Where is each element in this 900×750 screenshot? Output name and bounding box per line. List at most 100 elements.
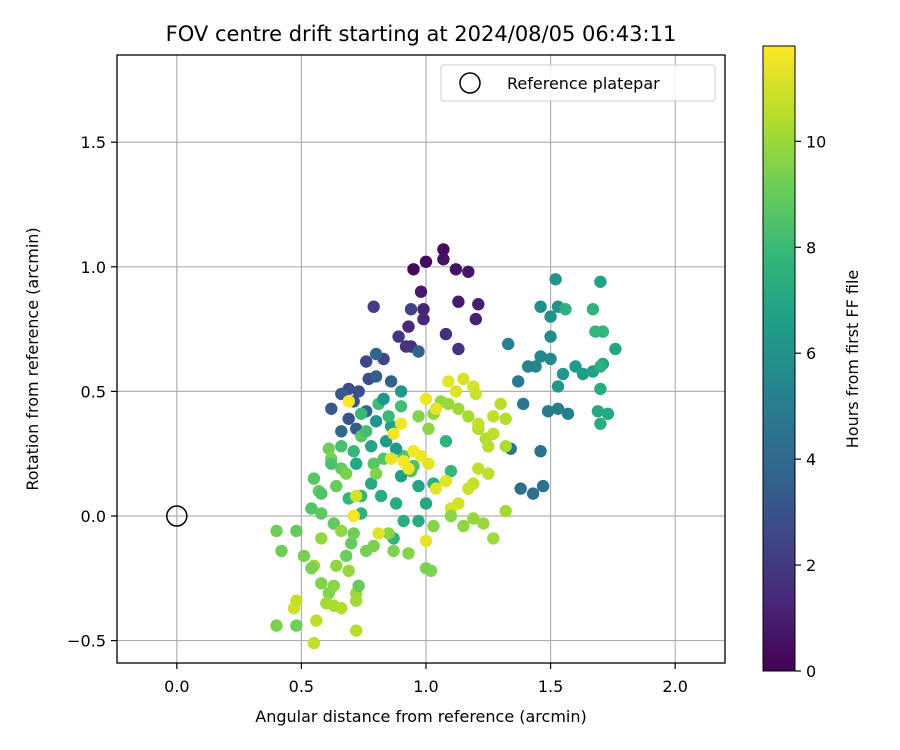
scatter-point: [392, 330, 405, 343]
scatter-point: [347, 509, 360, 523]
scatter-point: [315, 577, 328, 590]
scatter-point: [594, 417, 607, 430]
scatter-point: [305, 502, 318, 515]
scatter-point: [601, 407, 615, 420]
scatter-point: [427, 519, 440, 533]
scatter-point: [487, 410, 500, 423]
scatter-point: [449, 385, 463, 398]
scatter-point: [457, 519, 470, 533]
scatter-point: [270, 524, 283, 538]
scatter-point: [502, 337, 515, 351]
scatter-point: [526, 487, 540, 500]
legend-open-circle-marker: [459, 72, 481, 94]
plot-background: [117, 55, 725, 663]
colorbar-tick-label: 2: [806, 556, 816, 575]
scatter-point: [352, 385, 365, 398]
scatter-point: [594, 360, 607, 373]
scatter-point: [367, 539, 380, 553]
scatter-point: [355, 407, 368, 420]
chart-title: FOV centre drift starting at 2024/08/05 …: [166, 22, 677, 46]
colorbar-label: Hours from first FF file: [843, 270, 862, 449]
scatter-point: [417, 303, 430, 316]
scatter-point: [444, 509, 458, 523]
scatter-point: [325, 402, 338, 415]
scatter-point: [387, 544, 400, 558]
colorbar-tick-label: 6: [806, 344, 816, 363]
scatter-point: [591, 405, 605, 418]
y-axis-ticks: −0.5 0.0 0.5 1.0 1.5: [67, 133, 117, 651]
scatter-point: [404, 303, 418, 316]
x-axis-ticks: 0.0 0.5 1.0 1.5 2.0: [164, 663, 688, 696]
scatter-point: [369, 415, 383, 428]
scatter-point: [452, 402, 465, 415]
scatter-point: [290, 619, 303, 632]
scatter-point: [594, 382, 607, 396]
scatter-point: [439, 474, 453, 488]
scatter-point: [429, 402, 443, 415]
scatter-point: [437, 253, 450, 266]
scatter-point: [327, 579, 340, 592]
colorbar-tick-label: 4: [806, 450, 816, 469]
colorbar-tick-label: 8: [806, 238, 816, 257]
scatter-points: [270, 243, 622, 650]
scatter-point: [367, 300, 380, 313]
scatter-point: [389, 497, 403, 510]
scatter-point: [472, 298, 485, 311]
scatter-point: [290, 524, 303, 538]
scatter-point: [487, 427, 500, 440]
y-tick-label: 1.0: [81, 258, 106, 277]
scatter-point: [457, 372, 470, 386]
scatter-point: [397, 514, 410, 528]
scatter-point: [449, 263, 463, 276]
scatter-point: [422, 422, 435, 435]
scatter-point: [350, 457, 363, 470]
x-tick-label: 1.0: [413, 677, 438, 696]
scatter-point: [394, 400, 408, 413]
scatter-point: [569, 360, 582, 373]
legend: Reference platepar: [440, 64, 716, 102]
x-axis-label: Angular distance from reference (arcmin): [255, 707, 586, 726]
scatter-point: [494, 397, 507, 411]
x-tick-label: 1.5: [538, 677, 563, 696]
colorbar-ticks: 0 2 4 6 8 10: [795, 132, 826, 681]
scatter-point: [287, 602, 301, 615]
scatter-point: [394, 417, 408, 430]
scatter-point: [325, 457, 338, 470]
scatter-point: [499, 440, 512, 453]
scatter-point: [419, 497, 433, 510]
scatter-point: [340, 467, 353, 480]
scatter-point: [437, 243, 450, 256]
scatter-point: [551, 402, 565, 415]
scatter-point: [549, 273, 562, 286]
scatter-point: [350, 489, 363, 503]
scatter-point: [419, 562, 433, 575]
scatter-point: [412, 479, 425, 493]
scatter-point: [544, 310, 557, 323]
scatter-point: [561, 407, 575, 420]
scatter-point: [417, 312, 430, 326]
reference-platepar-marker: [166, 505, 188, 527]
scatter-point: [402, 547, 415, 560]
scatter-point: [541, 405, 555, 418]
scatter-point: [551, 380, 565, 393]
scatter-point: [345, 537, 358, 550]
scatter-point: [297, 549, 311, 563]
scatter-point: [389, 442, 403, 455]
scatter-point: [315, 507, 328, 520]
scatter-point: [374, 489, 388, 503]
scatter-point: [469, 387, 482, 401]
scatter-point: [594, 275, 607, 288]
scatter-point: [419, 534, 433, 548]
scatter-point: [315, 532, 328, 545]
scatter-point: [452, 342, 465, 356]
y-tick-label: 0.0: [81, 507, 106, 526]
y-tick-label: −0.5: [67, 632, 106, 651]
scatter-point: [342, 564, 355, 577]
scatter-point: [377, 392, 390, 406]
y-tick-label: 0.5: [81, 382, 106, 401]
scatter-point: [576, 367, 590, 381]
scatter-point: [414, 285, 428, 298]
scatter-point: [609, 342, 622, 356]
scatter-point: [305, 562, 318, 575]
scatter-point: [360, 355, 373, 368]
